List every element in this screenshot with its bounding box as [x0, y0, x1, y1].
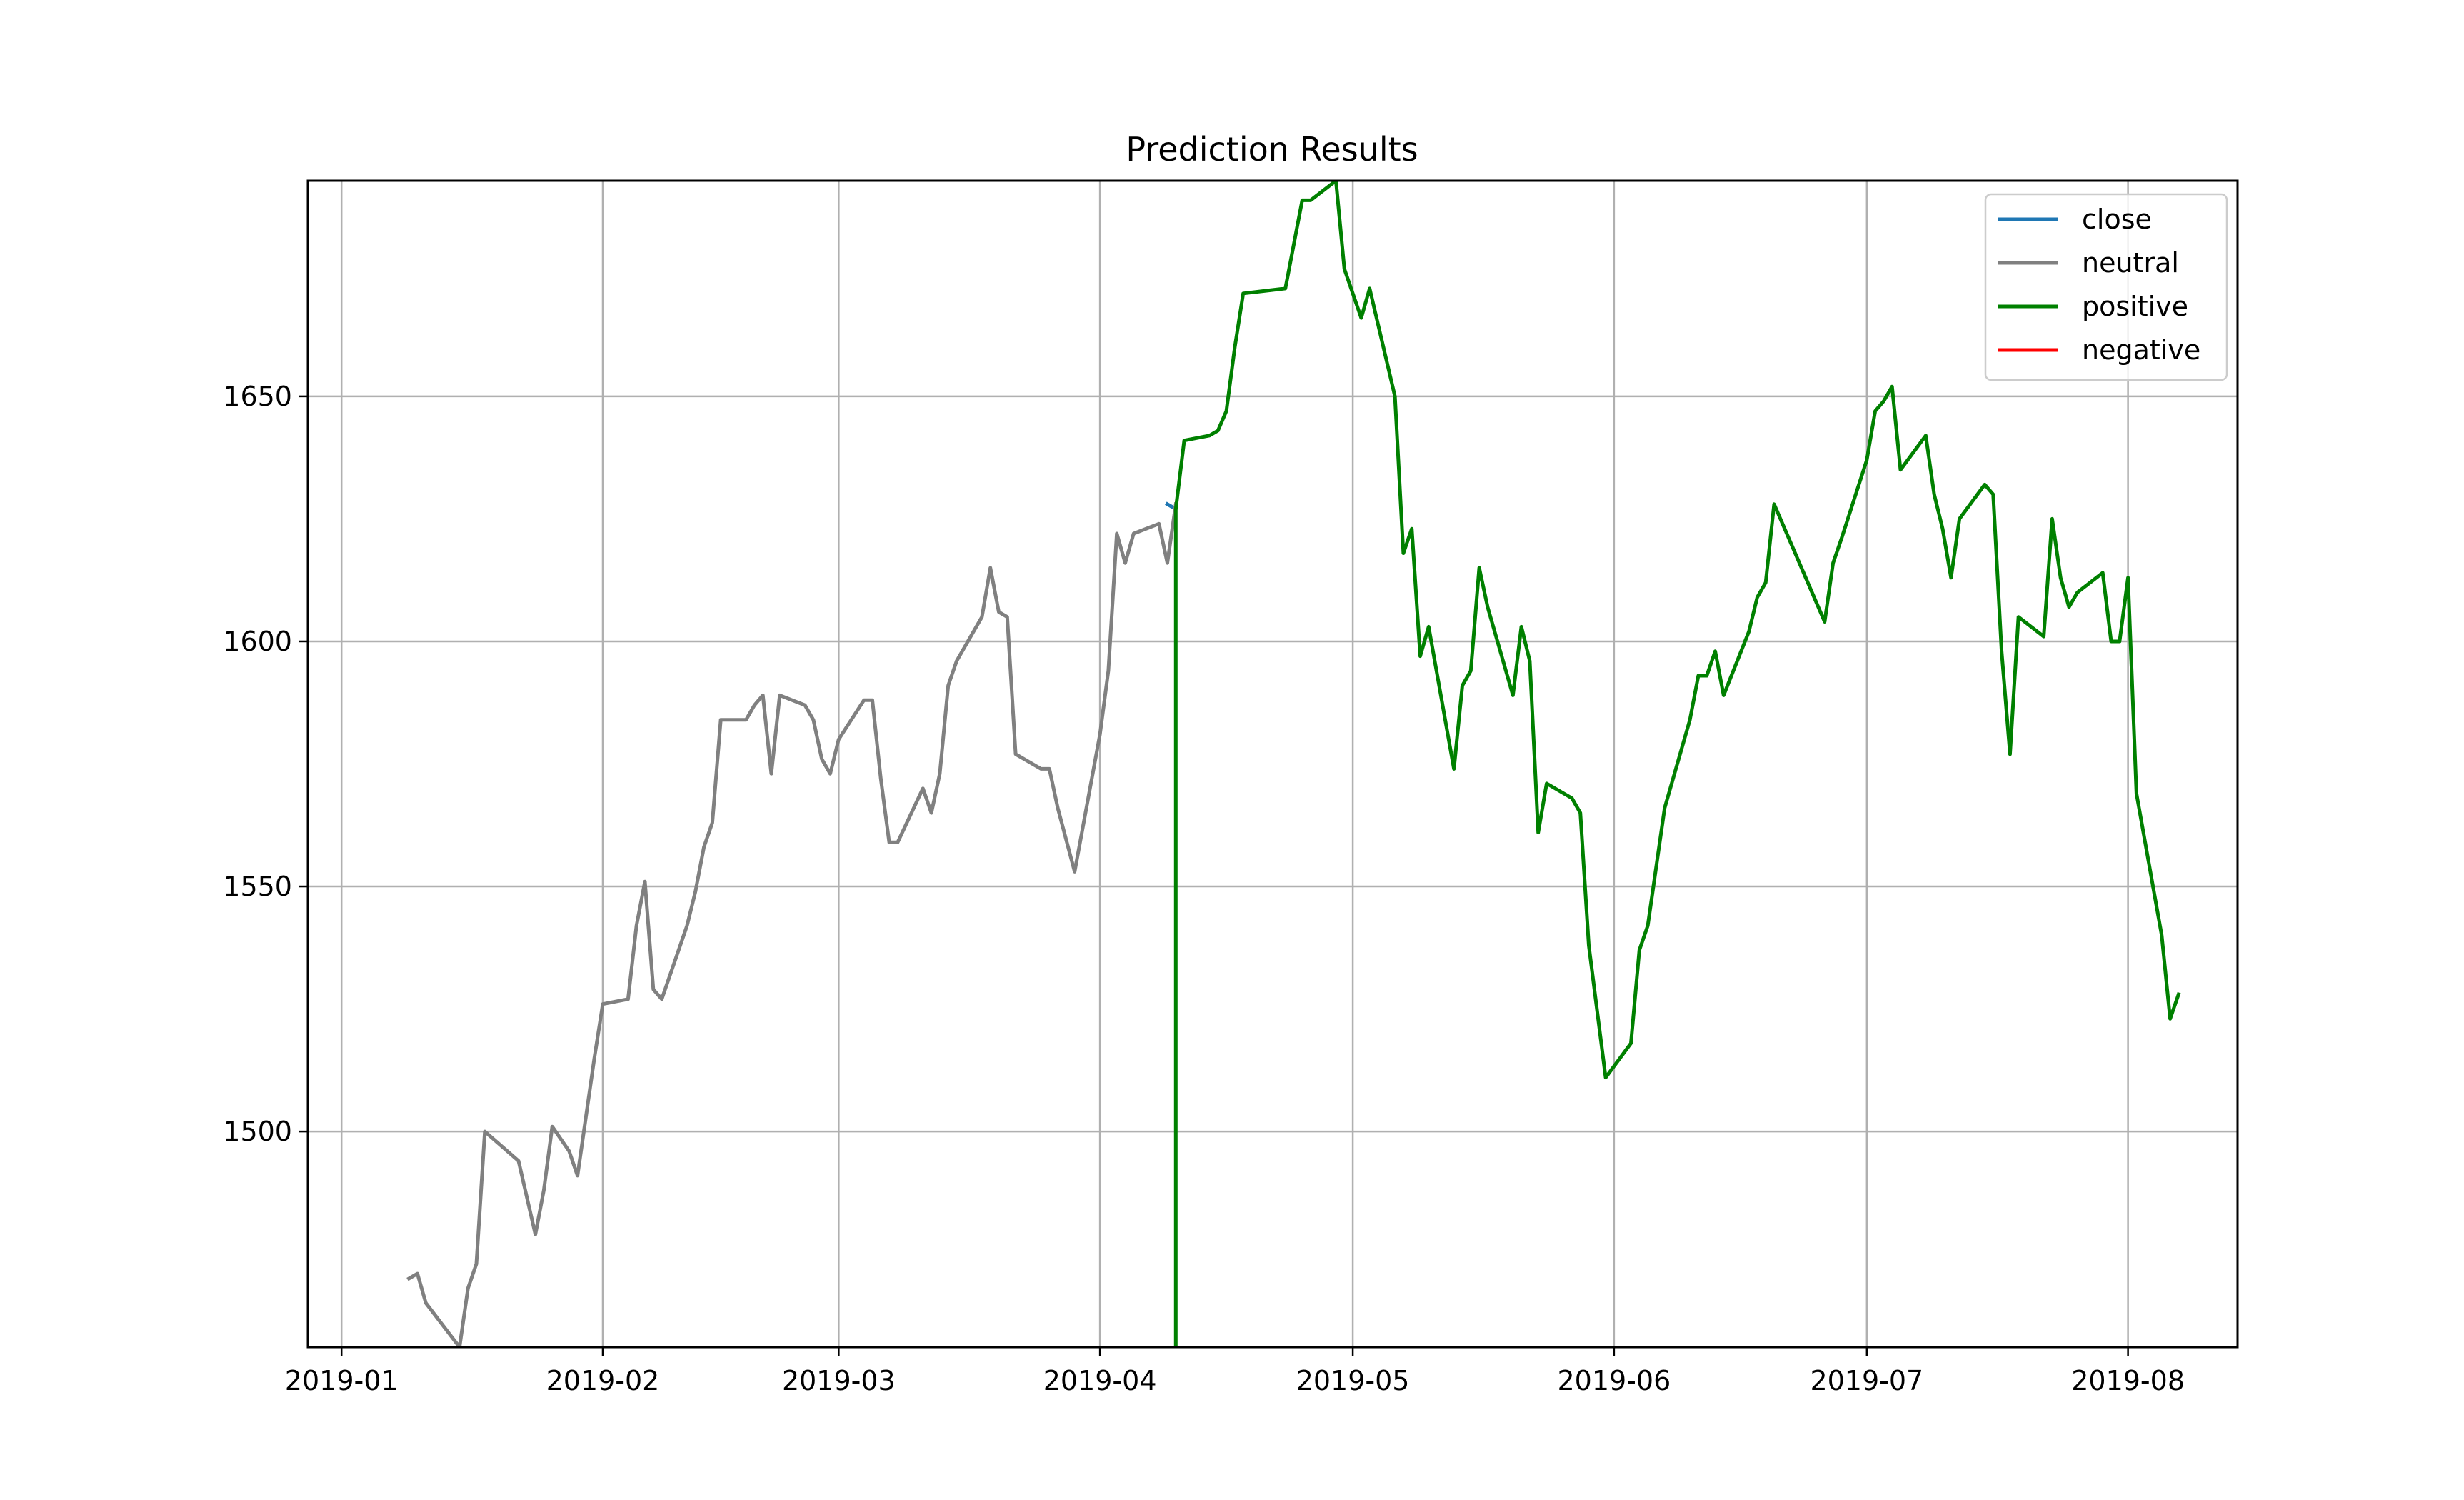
x-tick-label: 2019-04 — [1043, 1365, 1157, 1396]
chart-title: Prediction Results — [1126, 130, 1418, 169]
series-line-positive — [1173, 181, 2181, 1347]
legend: close neutral positive negative — [1984, 193, 2228, 381]
legend-label-negative: negative — [2082, 334, 2200, 366]
y-axis: 1500 1550 1600 1650 — [223, 381, 308, 1147]
x-tick-label: 2019-06 — [1557, 1365, 1671, 1396]
plot-frame — [306, 179, 2239, 1349]
x-tick-label: 2019-07 — [1810, 1365, 1923, 1396]
y-tick-label: 1650 — [223, 381, 292, 412]
legend-label-positive: positive — [2082, 291, 2188, 322]
x-tick-label: 2019-01 — [285, 1365, 399, 1396]
x-tick-label: 2019-02 — [546, 1365, 660, 1396]
y-tick-label: 1500 — [223, 1116, 292, 1147]
legend-box — [1984, 193, 2228, 381]
y-tick-label: 1550 — [223, 871, 292, 902]
x-tick-label: 2019-08 — [2071, 1365, 2185, 1396]
legend-label-neutral: neutral — [2082, 247, 2179, 279]
x-tick-label: 2019-03 — [782, 1365, 896, 1396]
x-axis: 2019-01 2019-02 2019-03 2019-04 2019-05 2019-… — [285, 1347, 2185, 1396]
series-lines — [406, 181, 2181, 1347]
y-tick-label: 1600 — [223, 626, 292, 657]
series-line-neutral — [406, 501, 1178, 1347]
legend-label-close: close — [2082, 204, 2152, 235]
x-tick-label: 2019-05 — [1296, 1365, 1410, 1396]
